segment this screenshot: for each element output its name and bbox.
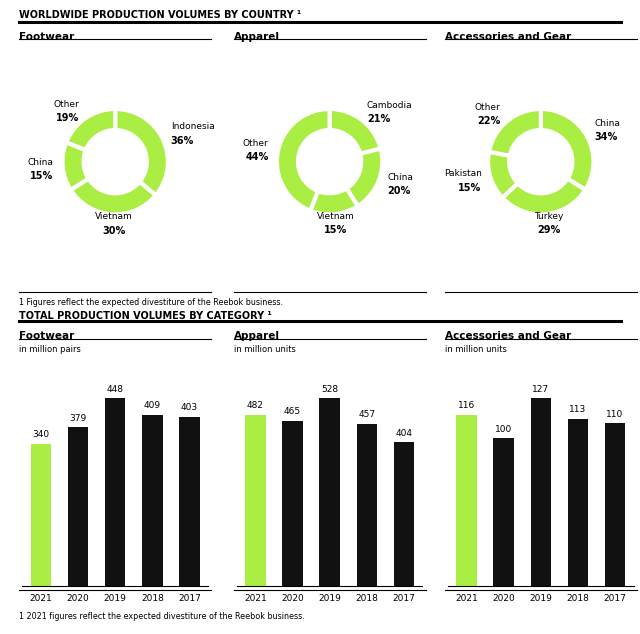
Wedge shape	[277, 109, 330, 210]
Wedge shape	[541, 109, 593, 190]
Text: 1 Figures reflect the expected divestiture of the Reebok business.: 1 Figures reflect the expected divestitu…	[19, 298, 283, 307]
Bar	[282, 421, 303, 586]
Text: 19%: 19%	[56, 113, 79, 123]
Text: 409: 409	[144, 401, 161, 410]
Text: 448: 448	[107, 385, 124, 394]
Bar	[105, 398, 125, 586]
Wedge shape	[70, 179, 156, 214]
Wedge shape	[63, 142, 88, 190]
Text: 29%: 29%	[537, 225, 560, 235]
Text: 116: 116	[458, 401, 475, 410]
Text: Accessories and Gear: Accessories and Gear	[445, 32, 571, 42]
Text: Indonesia: Indonesia	[171, 122, 214, 131]
Text: 127: 127	[532, 385, 549, 394]
Text: 340: 340	[33, 430, 49, 439]
Text: Accessories and Gear: Accessories and Gear	[445, 331, 571, 341]
Text: Turkey: Turkey	[534, 212, 563, 221]
Bar	[142, 415, 163, 586]
Text: 404: 404	[396, 429, 412, 437]
Text: 100: 100	[495, 425, 512, 434]
Text: in million units: in million units	[234, 345, 296, 354]
Wedge shape	[310, 188, 358, 214]
Text: in million pairs: in million pairs	[19, 345, 81, 354]
Text: Apparel: Apparel	[234, 32, 280, 42]
Bar	[31, 444, 51, 586]
Bar	[68, 427, 88, 586]
Text: 482: 482	[247, 401, 264, 410]
Bar	[319, 398, 340, 586]
Text: TOTAL PRODUCTION VOLUMES BY CATEGORY ¹: TOTAL PRODUCTION VOLUMES BY CATEGORY ¹	[19, 311, 272, 321]
Text: 465: 465	[284, 407, 301, 416]
Text: 379: 379	[70, 413, 86, 422]
Text: Footwear: Footwear	[19, 331, 74, 341]
Text: 15%: 15%	[458, 183, 481, 193]
Wedge shape	[346, 148, 382, 206]
Wedge shape	[502, 179, 586, 214]
Text: in million units: in million units	[445, 345, 507, 354]
Wedge shape	[115, 109, 168, 195]
Bar	[605, 424, 625, 586]
Text: 15%: 15%	[30, 171, 54, 181]
Text: 457: 457	[358, 410, 375, 419]
Bar	[456, 415, 477, 586]
Bar	[245, 415, 266, 586]
Wedge shape	[488, 152, 518, 198]
Text: 403: 403	[181, 403, 198, 413]
Text: 22%: 22%	[477, 117, 500, 126]
Text: 30%: 30%	[102, 226, 125, 236]
Text: Apparel: Apparel	[234, 331, 280, 341]
Wedge shape	[66, 109, 115, 150]
Text: 15%: 15%	[324, 226, 347, 235]
Bar	[531, 398, 551, 586]
Text: Pakistan: Pakistan	[444, 169, 481, 178]
Text: WORLDWIDE PRODUCTION VOLUMES BY COUNTRY ¹: WORLDWIDE PRODUCTION VOLUMES BY COUNTRY …	[19, 10, 301, 20]
Text: Vietnam: Vietnam	[316, 212, 354, 221]
Text: 34%: 34%	[595, 133, 618, 142]
Text: Other: Other	[474, 103, 500, 112]
Text: Other: Other	[243, 139, 268, 148]
Text: 113: 113	[570, 405, 586, 414]
Wedge shape	[330, 109, 381, 154]
Wedge shape	[489, 109, 541, 156]
Text: Other: Other	[53, 100, 79, 108]
Text: 36%: 36%	[171, 136, 194, 146]
Bar	[568, 419, 588, 586]
Text: 528: 528	[321, 385, 338, 394]
Bar	[394, 443, 414, 586]
Text: Footwear: Footwear	[19, 32, 74, 42]
Text: 44%: 44%	[245, 152, 268, 162]
Text: 20%: 20%	[388, 186, 411, 196]
Text: China: China	[388, 172, 413, 182]
Text: 1 2021 figures reflect the expected divestiture of the Reebok business.: 1 2021 figures reflect the expected dive…	[19, 612, 305, 621]
Bar	[179, 417, 200, 586]
Text: Vietnam: Vietnam	[95, 212, 132, 221]
Bar	[493, 438, 514, 586]
Text: Cambodia: Cambodia	[367, 101, 413, 110]
Text: China: China	[595, 119, 620, 128]
Text: China: China	[28, 158, 54, 167]
Bar	[356, 424, 377, 586]
Text: 21%: 21%	[367, 114, 390, 124]
Text: 110: 110	[607, 410, 623, 418]
